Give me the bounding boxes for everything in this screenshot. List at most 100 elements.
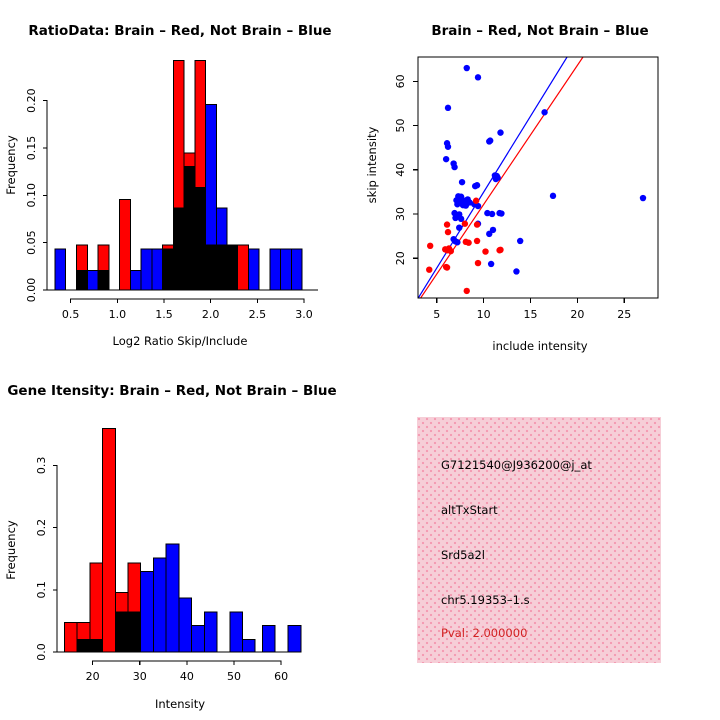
scatter-point — [639, 194, 647, 202]
ratio-histogram-title: RatioData: Brain – Red, Not Brain – Blue — [28, 23, 331, 39]
histogram-bar-notbrain — [287, 625, 302, 653]
ratio-histogram-xlabel: Log2 Ratio Skip/Include — [113, 334, 248, 348]
info-pval: Pval: 2.000000 — [441, 626, 528, 640]
scatter-point — [474, 74, 482, 81]
scatter-svg: Brain – Red, Not Brain – Blue 5 10 15 20 25 2… — [365, 23, 659, 353]
histogram-bar-brain — [205, 244, 217, 291]
intensity-y-tick-label: 0.2 — [35, 519, 48, 537]
scatter-point — [498, 210, 505, 217]
intensity-histogram-ylabel: Frequency — [4, 520, 18, 580]
histogram-bar-brain — [102, 427, 116, 653]
histogram-bar-brain — [183, 152, 196, 291]
histogram-bar-brain — [226, 244, 239, 291]
info-box: G7121540@J936200@j_at altTxStart Srd5a2l… — [417, 417, 661, 663]
ratio-x-tick-label: 2.0 — [202, 308, 220, 321]
intensity-x-tick-label: 40 — [180, 670, 194, 683]
scatter-point — [488, 210, 496, 218]
intensity-histogram-plot-area: 0.0 0.1 0.2 0.3 20 30 40 50 60 — [35, 427, 302, 683]
scatter-point — [457, 215, 465, 223]
histogram-bar-notbrain — [203, 611, 218, 653]
intensity-y-tick-label: 0.3 — [35, 457, 48, 475]
scatter-point — [465, 239, 472, 246]
scatter-point — [444, 104, 452, 112]
histogram-bar-brain — [76, 244, 88, 291]
histogram-bar-brain — [89, 562, 104, 653]
scatter-point — [473, 237, 481, 245]
scatter-ylabel: skip intensity — [365, 126, 379, 203]
ratio-histogram-svg: RatioData: Brain – Red, Not Brain – Blue… — [4, 23, 332, 348]
intensity-y-tick-label: 0.1 — [35, 581, 48, 599]
scatter-point — [447, 247, 455, 255]
panel-ratio-histogram: RatioData: Brain – Red, Not Brain – Blue… — [0, 0, 360, 360]
ratio-histogram-ylabel: Frequency — [4, 135, 18, 195]
intensity-histogram-xlabel: Intensity — [155, 697, 205, 711]
scatter-point — [442, 155, 450, 163]
scatter-y-tick-label: 30 — [394, 207, 407, 221]
intensity-y-tick-label: 0.0 — [35, 643, 48, 661]
info-coordinate: chr5.19353–1.s — [441, 593, 530, 607]
histogram-bar-notbrain — [140, 248, 153, 291]
info-probe-id: G7121540@J936200@j_at — [441, 458, 592, 472]
scatter-point — [486, 230, 493, 238]
scatter-point — [462, 202, 470, 209]
scatter-point — [492, 175, 500, 183]
scatter-x-tick-label: 20 — [570, 308, 584, 321]
scatter-point — [443, 264, 451, 271]
histogram-bar-notbrain — [247, 248, 260, 291]
histogram-bar-notbrain — [165, 543, 180, 653]
scatter-point — [497, 129, 504, 136]
scatter-point — [473, 221, 481, 228]
scatter-point — [474, 202, 482, 210]
panel-scatter: Brain – Red, Not Brain – Blue 5 10 15 20 25 2… — [360, 0, 720, 360]
histogram-bar-notbrain — [280, 248, 292, 291]
scatter-y-tick-label: 40 — [394, 163, 407, 177]
scatter-point — [496, 247, 503, 254]
intensity-x-tick-label: 20 — [86, 670, 100, 683]
histogram-bar-brain — [162, 244, 174, 291]
ratio-histogram-plot-area: 0.00 0.05 0.10 0.15 0.20 0.5 1.0 1.5 2.0 2.5 3.0 — [25, 59, 318, 321]
ratio-x-tick-label: 3.0 — [295, 308, 313, 321]
scatter-point — [474, 259, 482, 267]
scatter-x-tick-label: 15 — [524, 308, 538, 321]
histogram-bar-notbrain — [290, 248, 303, 291]
ratio-x-tick-label: 1.5 — [155, 308, 173, 321]
histogram-bar-notbrain — [191, 625, 205, 653]
intensity-histogram-title: Gene Itensity: Brain – Red, Not Brain – … — [7, 383, 336, 399]
histogram-bar-brain — [215, 244, 228, 291]
scatter-point — [541, 109, 548, 116]
scatter-point — [482, 248, 489, 255]
panel-intensity-histogram: Gene Itensity: Brain – Red, Not Brain – … — [0, 360, 360, 720]
scatter-point — [473, 182, 481, 189]
scatter-point — [451, 163, 458, 171]
scatter-y-tick-label: 50 — [394, 119, 407, 133]
scatter-y-tick-label: 60 — [394, 74, 407, 88]
scatter-plot-area: 5 10 15 20 25 20 30 40 50 60 — [394, 56, 659, 321]
scatter-point — [426, 266, 433, 273]
ratio-y-tick-label: 0.15 — [25, 136, 38, 161]
scatter-title: Brain – Red, Not Brain – Blue — [431, 23, 648, 39]
histogram-bar-brain — [127, 562, 142, 653]
intensity-y-axis — [53, 464, 58, 653]
scatter-x-tick-label: 5 — [433, 308, 440, 321]
scatter-point — [444, 228, 452, 236]
intensity-histogram-svg: Gene Itensity: Brain – Red, Not Brain – … — [4, 383, 337, 711]
panel-info: G7121540@J936200@j_at altTxStart Srd5a2l… — [360, 360, 720, 720]
ratio-x-tick-label: 0.5 — [62, 308, 80, 321]
intensity-x-tick-label: 30 — [133, 670, 147, 683]
scatter-point — [463, 64, 470, 72]
histogram-bar-notbrain — [178, 597, 193, 653]
scatter-point — [463, 287, 470, 295]
histogram-bar-notbrain — [152, 557, 167, 653]
histogram-bar-notbrain — [151, 248, 164, 291]
scatter-x-tick-label: 25 — [617, 308, 631, 321]
histogram-bar-notbrain — [129, 270, 142, 291]
ratio-y-tick-label: 0.00 — [25, 278, 38, 303]
histogram-bar-brain — [114, 592, 129, 653]
histogram-bar-brain — [194, 59, 207, 291]
scatter-fit-line — [419, 57, 584, 298]
scatter-point — [461, 220, 469, 227]
scatter-point — [444, 143, 452, 150]
histogram-bar-brain — [119, 199, 131, 291]
histogram-bar-brain — [97, 244, 110, 291]
